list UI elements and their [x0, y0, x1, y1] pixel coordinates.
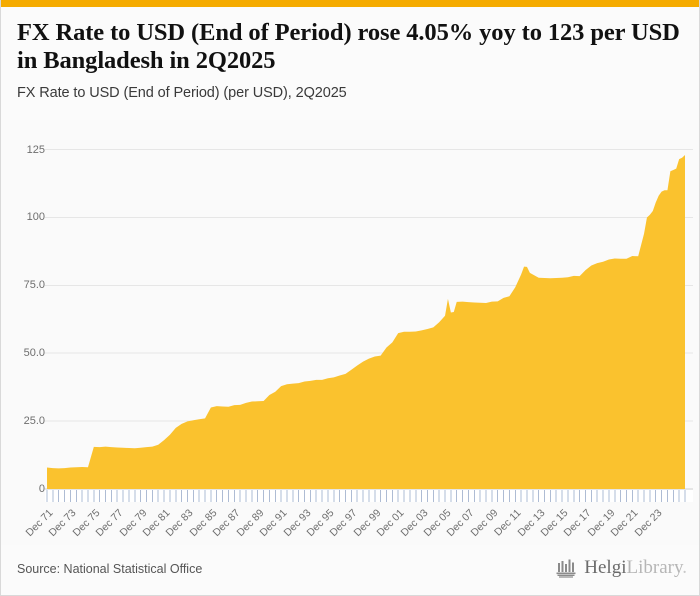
- y-axis-tick-label: 125: [26, 143, 45, 156]
- chart-subtitle: FX Rate to USD (End of Period) (per USD)…: [17, 84, 347, 101]
- library-building-icon: [556, 559, 576, 578]
- y-axis-tick-label: 0: [38, 483, 45, 495]
- logo-dot: .: [682, 557, 687, 578]
- area-chart: [45, 120, 693, 502]
- source-note: Source: National Statistical Office: [17, 562, 203, 576]
- top-accent-bar: [1, 0, 699, 7]
- y-axis-tick-label: 75.0: [23, 279, 45, 292]
- y-axis-tick-label: 100: [26, 211, 45, 224]
- logo-wordmark: HelgiLibrary.: [584, 557, 687, 579]
- chart-footer: Source: National Statistical Office Helg…: [1, 545, 699, 595]
- y-axis-tick-label: 50.0: [23, 347, 45, 360]
- plot-area: 125 100 75.0 50.0 25.0 0 Dec 71 Dec 73 Dec 75 De…: [1, 120, 699, 545]
- logo-helgi-text: Helgi: [584, 557, 627, 578]
- chart-header: FX Rate to USD (End of Period) rose 4.05…: [1, 7, 699, 101]
- logo-library-text: Library: [626, 557, 683, 578]
- helgi-library-logo[interactable]: HelgiLibrary.: [556, 557, 687, 579]
- chart-canvas: [45, 120, 693, 545]
- series-area-fx-rate: [47, 155, 685, 489]
- y-axis: 125 100 75.0 50.0 25.0 0: [1, 120, 45, 545]
- page-title: FX Rate to USD (End of Period) rose 4.05…: [17, 19, 680, 75]
- x-axis: Dec 71 Dec 73 Dec 75 Dec 77 Dec 79 Dec 81 Dec …: [23, 120, 693, 539]
- y-axis-tick-label: 25.0: [23, 415, 45, 428]
- quarterly-tick-band: [45, 490, 693, 502]
